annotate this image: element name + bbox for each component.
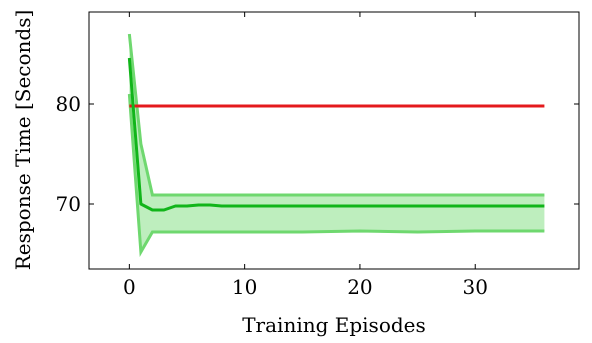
x-tick-label: 20 xyxy=(347,275,372,299)
x-tick-label: 10 xyxy=(232,275,257,299)
series-1-band-lower-line xyxy=(127,93,545,257)
y-axis-label: Response Time [Seconds] xyxy=(11,10,35,271)
ticks-layer: 0 10 20 30 70 80 xyxy=(56,12,579,299)
x-tick-label: 30 xyxy=(463,275,488,299)
x-tick-label: 0 xyxy=(123,275,136,299)
series-1-line xyxy=(127,57,545,212)
series-1-band xyxy=(129,34,545,252)
y-tick-label: 70 xyxy=(56,192,81,216)
y-tick-label: 80 xyxy=(56,92,81,116)
x-axis-label: Training Episodes xyxy=(242,313,426,337)
plot-area-frame xyxy=(88,11,580,270)
series-1-band-upper-line xyxy=(127,33,545,197)
series-layer xyxy=(127,33,545,257)
